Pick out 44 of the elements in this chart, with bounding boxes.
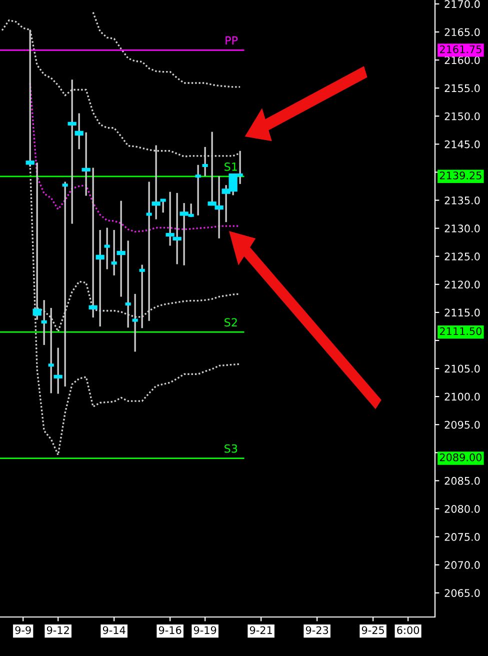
text: 2111.50 — [440, 327, 482, 336]
text: 2139.25 — [440, 172, 482, 180]
y-tick-label: 2115.0 — [444, 308, 480, 317]
y-tick-label: 2130.0 — [444, 224, 480, 232]
y-tick-label: 2065.0 — [444, 589, 480, 597]
y-tick-label: 2150.0 — [444, 112, 480, 120]
candlestick — [110, 229, 118, 276]
candlestick — [82, 132, 90, 197]
ref-line-label: S2 — [224, 318, 237, 327]
line-series — [92, 12, 241, 88]
y-tick-label: 2105.0 — [444, 364, 480, 373]
candlestick — [74, 112, 84, 150]
x-tick-label: 9-9 — [15, 626, 31, 634]
candlestick — [194, 164, 202, 216]
text: 2161.75 — [440, 45, 482, 54]
y-tick-label: 2155.0 — [444, 84, 480, 92]
y-tick-label: 2085.0 — [444, 476, 480, 485]
y-tick-label: 2075.0 — [444, 533, 480, 541]
candlestick — [102, 226, 112, 270]
x-tick-label: 9-25 — [362, 626, 384, 634]
y-tick-label: 2170.0 — [444, 0, 480, 8]
x-tick-label: 9-14 — [102, 626, 126, 634]
x-tick-label: 9-16 — [158, 626, 182, 634]
ref-line-label: PP — [226, 36, 238, 45]
x-tick-label: 9-23 — [306, 626, 328, 634]
y-tick-label: 2145.0 — [444, 140, 480, 148]
y-tick-label: 2070.0 — [444, 561, 480, 569]
candlestick — [116, 200, 126, 298]
y-tick-label: 2125.0 — [444, 252, 480, 260]
x-tick-label: 9-21 — [250, 626, 272, 634]
x-tick-label: 9-12 — [46, 626, 69, 634]
y-tick-label: 2120.0 — [444, 280, 480, 288]
candlestick — [54, 346, 62, 395]
y-tick-label: 2165.0 — [444, 28, 480, 36]
ref-line-label: S1 — [224, 162, 237, 171]
x-tick-label: 9-19 — [194, 626, 216, 634]
y-tick-label: 2100.0 — [444, 392, 480, 401]
x-tick-label: 6:00 — [397, 626, 420, 634]
y-tick-label: 2160.0 — [444, 56, 480, 64]
y-tick-label: 2135.0 — [444, 196, 480, 204]
y-tick-label: 2080.0 — [444, 504, 480, 513]
ref-line-label: S3 — [224, 444, 238, 453]
text: 2089.00 — [440, 453, 482, 462]
y-tick-label: 2095.0 — [444, 420, 480, 429]
